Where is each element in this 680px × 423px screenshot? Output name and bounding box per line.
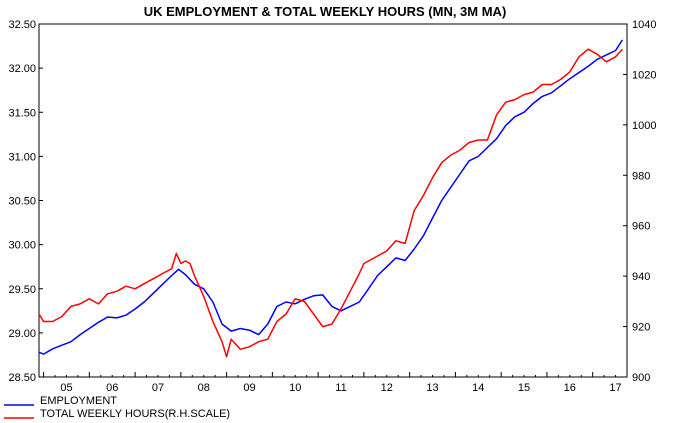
right-tick-label: 1040	[632, 19, 656, 31]
left-tick-label: 30.00	[8, 240, 36, 252]
x-tick-label: 11	[335, 382, 346, 394]
legend-label-hours: TOTAL WEEKLY HOURS(R.H.SCALE)	[40, 408, 230, 420]
x-tick-label: 14	[472, 382, 484, 394]
x-tick-label: 13	[426, 382, 438, 394]
left-tick-label: 31.00	[8, 151, 36, 163]
axes: 28.50 29.00 29.50 30.00 30.50 31.00 31.50 32.00…	[8, 19, 656, 394]
right-tick-label: 960	[632, 221, 650, 233]
series-layer	[38, 39, 624, 358]
employment-line	[38, 39, 624, 355]
x-tick-label: 16	[564, 382, 576, 394]
x-tick-label: 06	[106, 382, 118, 394]
right-tick-label: 980	[632, 170, 650, 182]
left-tick-label: 28.50	[8, 372, 36, 384]
plot-frame	[38, 23, 628, 378]
right-tick-label: 900	[632, 372, 650, 384]
right-tick-label: 920	[632, 322, 650, 334]
x-tick-label: 17	[609, 382, 621, 394]
x-tick-label: 08	[198, 382, 210, 394]
right-tick-label: 1020	[632, 69, 656, 81]
x-tick-label: 10	[289, 382, 301, 394]
x-tick-label: 09	[243, 382, 255, 394]
x-tick-label: 15	[518, 382, 530, 394]
left-tick-label: 31.50	[8, 107, 36, 119]
right-tick-label: 940	[632, 271, 650, 283]
left-tick-label: 30.50	[8, 196, 36, 208]
legend-label-employment: EMPLOYMENT	[40, 395, 117, 407]
x-tick-label: 12	[381, 382, 393, 394]
left-tick-label: 29.50	[8, 284, 36, 296]
right-tick-label: 1000	[632, 120, 656, 132]
x-tick-label: 05	[60, 382, 72, 394]
chart-title: UK EMPLOYMENT & TOTAL WEEKLY HOURS (MN, …	[144, 4, 507, 19]
left-tick-label: 32.00	[8, 63, 36, 75]
weekly-hours-line	[38, 48, 623, 358]
left-tick-label: 29.00	[8, 328, 36, 340]
left-tick-label: 32.50	[8, 19, 36, 31]
x-tick-label: 07	[152, 382, 164, 394]
